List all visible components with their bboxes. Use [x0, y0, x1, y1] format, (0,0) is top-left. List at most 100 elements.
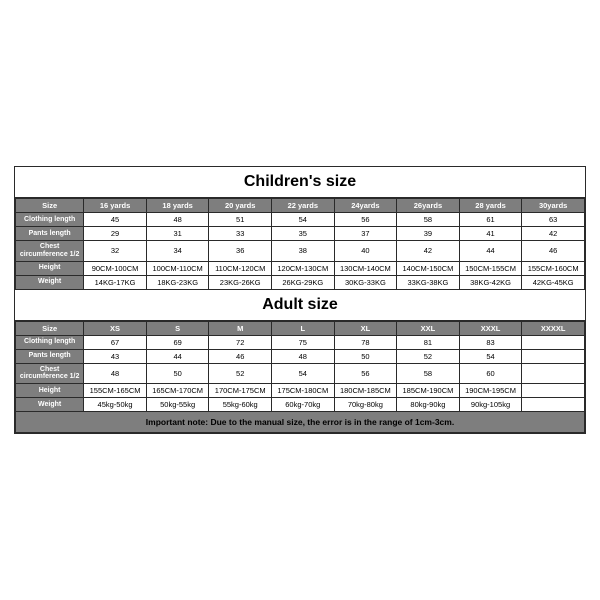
cell: 67 [84, 335, 147, 349]
table-row: Weight 14KG-17KG 18KG-23KG 23KG-26KG 26K… [16, 275, 585, 289]
cell: 52 [397, 349, 460, 363]
col-header: XXXL [459, 321, 522, 335]
cell: 50kg-55kg [146, 397, 209, 411]
cell: 55kg-60kg [209, 397, 272, 411]
cell: 78 [334, 335, 397, 349]
cell [522, 383, 585, 397]
note-row: Important note: Due to the manual size, … [16, 411, 585, 432]
cell: 170CM-175CM [209, 383, 272, 397]
cell: 41 [459, 227, 522, 241]
col-header: XXL [397, 321, 460, 335]
cell: 18KG-23KG [146, 275, 209, 289]
cell: 29 [84, 227, 147, 241]
col-header: 24yards [334, 199, 397, 213]
row-label: Clothing length [16, 335, 84, 349]
children-table: Size 16 yards 18 yards 20 yards 22 yards… [15, 198, 585, 289]
cell: 14KG-17KG [84, 275, 147, 289]
cell: 56 [334, 213, 397, 227]
col-header: XL [334, 321, 397, 335]
cell: 81 [397, 335, 460, 349]
cell: 150CM-155CM [459, 261, 522, 275]
cell: 70kg-80kg [334, 397, 397, 411]
col-header: 20 yards [209, 199, 272, 213]
children-header-row: Size 16 yards 18 yards 20 yards 22 yards… [16, 199, 585, 213]
row-label: Chest circumference 1/2 [16, 241, 84, 261]
col-header: L [272, 321, 335, 335]
row-label: Weight [16, 397, 84, 411]
cell: 46 [522, 241, 585, 261]
col-header: S [146, 321, 209, 335]
col-header: XXXXL [522, 321, 585, 335]
cell: 110CM-120CM [209, 261, 272, 275]
col-header: 16 yards [84, 199, 147, 213]
cell: 45kg-50kg [84, 397, 147, 411]
cell: 31 [146, 227, 209, 241]
cell: 43 [84, 349, 147, 363]
adult-table: Size XS S M L XL XXL XXXL XXXXL Clothing… [15, 321, 585, 433]
cell: 80kg-90kg [397, 397, 460, 411]
col-header: 22 yards [272, 199, 335, 213]
cell: 37 [334, 227, 397, 241]
col-header: 28 yards [459, 199, 522, 213]
cell: 54 [272, 363, 335, 383]
cell: 34 [146, 241, 209, 261]
col-header: 26yards [397, 199, 460, 213]
cell: 51 [209, 213, 272, 227]
cell: 39 [397, 227, 460, 241]
adult-header-row: Size XS S M L XL XXL XXXL XXXXL [16, 321, 585, 335]
cell: 63 [522, 213, 585, 227]
cell: 33KG-38KG [397, 275, 460, 289]
cell: 75 [272, 335, 335, 349]
cell: 69 [146, 335, 209, 349]
cell: 90kg-105kg [459, 397, 522, 411]
col-header: 18 yards [146, 199, 209, 213]
cell: 56 [334, 363, 397, 383]
cell: 140CM-150CM [397, 261, 460, 275]
adult-title: Adult size [15, 290, 585, 321]
cell: 40 [334, 241, 397, 261]
cell: 42KG-45KG [522, 275, 585, 289]
cell: 58 [397, 363, 460, 383]
cell: 190CM-195CM [459, 383, 522, 397]
row-label: Height [16, 383, 84, 397]
cell: 180CM-185CM [334, 383, 397, 397]
cell: 42 [522, 227, 585, 241]
cell: 155CM-165CM [84, 383, 147, 397]
cell: 44 [459, 241, 522, 261]
row-label: Weight [16, 275, 84, 289]
cell: 72 [209, 335, 272, 349]
cell: 48 [146, 213, 209, 227]
cell: 45 [84, 213, 147, 227]
cell: 155CM-160CM [522, 261, 585, 275]
cell: 44 [146, 349, 209, 363]
cell: 35 [272, 227, 335, 241]
cell: 90CM-100CM [84, 261, 147, 275]
row-label: Clothing length [16, 213, 84, 227]
cell: 32 [84, 241, 147, 261]
row-label: Pants length [16, 349, 84, 363]
cell: 185CM-190CM [397, 383, 460, 397]
col-header: XS [84, 321, 147, 335]
cell: 52 [209, 363, 272, 383]
cell [522, 349, 585, 363]
cell: 48 [84, 363, 147, 383]
table-row: Chest circumference 1/2 32 34 36 38 40 4… [16, 241, 585, 261]
cell: 33 [209, 227, 272, 241]
cell [522, 363, 585, 383]
cell: 42 [397, 241, 460, 261]
cell [522, 397, 585, 411]
cell: 38KG-42KG [459, 275, 522, 289]
cell: 83 [459, 335, 522, 349]
cell [522, 335, 585, 349]
cell: 50 [146, 363, 209, 383]
cell: 36 [209, 241, 272, 261]
row-label: Chest circumference 1/2 [16, 363, 84, 383]
size-chart: Children's size Size 16 yards 18 yards 2… [14, 166, 586, 434]
cell: 48 [272, 349, 335, 363]
cell: 46 [209, 349, 272, 363]
cell: 61 [459, 213, 522, 227]
important-note: Important note: Due to the manual size, … [16, 411, 585, 432]
cell: 58 [397, 213, 460, 227]
table-row: Height 90CM-100CM 100CM-110CM 110CM-120C… [16, 261, 585, 275]
col-header: M [209, 321, 272, 335]
